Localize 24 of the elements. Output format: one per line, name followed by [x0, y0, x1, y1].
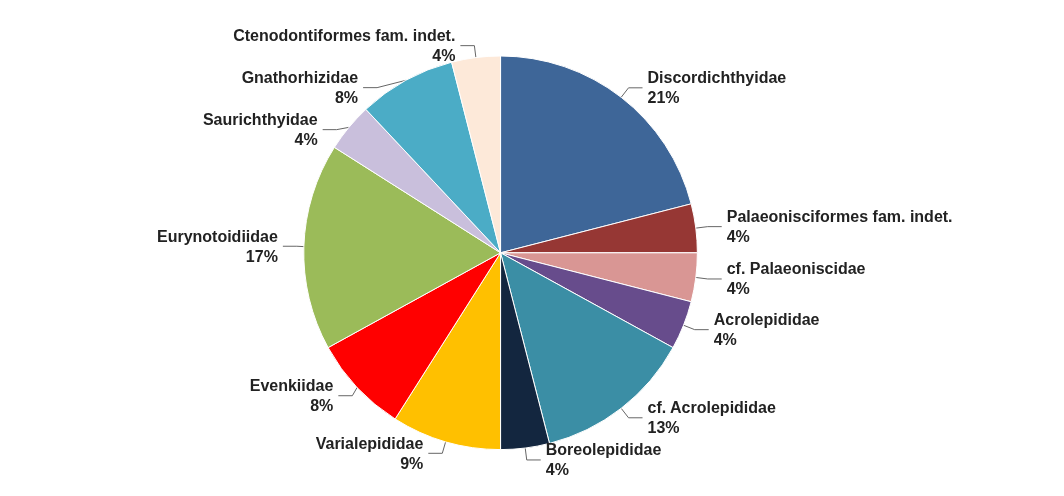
- data-label: 4%: [545, 461, 569, 479]
- slice-label: Discordichthyidae: [647, 69, 787, 87]
- slice-label: Varialepididae: [315, 434, 424, 452]
- slice-label: cf. Acrolepididae: [647, 399, 776, 417]
- data-label: 4%: [432, 47, 456, 65]
- slice-label: Evenkiidae: [249, 377, 334, 395]
- data-label: 4%: [713, 331, 737, 349]
- data-label: 21%: [647, 89, 680, 107]
- data-label: 9%: [400, 454, 424, 472]
- slice-label: Saurichthyidae: [202, 111, 318, 129]
- data-label: 8%: [310, 397, 334, 415]
- slice-label: Acrolepididae: [713, 311, 820, 329]
- slice-label: Ctenodontiformes fam. indet.: [233, 27, 456, 45]
- data-label: 17%: [245, 247, 278, 265]
- data-label: 4%: [726, 228, 750, 246]
- data-label: 8%: [334, 89, 359, 107]
- data-label: 13%: [647, 419, 680, 437]
- slice-label: Eurynotoidiidae: [156, 227, 278, 245]
- data-label: 4%: [726, 280, 750, 298]
- slice-label: cf. Palaeoniscidae: [726, 260, 866, 278]
- slice-label: Gnathorhizidae: [241, 69, 359, 87]
- slice-label: Boreolepididae: [545, 441, 662, 459]
- slice-label: Palaeonisciformes fam. indet.: [726, 208, 953, 226]
- data-label: 4%: [294, 131, 318, 149]
